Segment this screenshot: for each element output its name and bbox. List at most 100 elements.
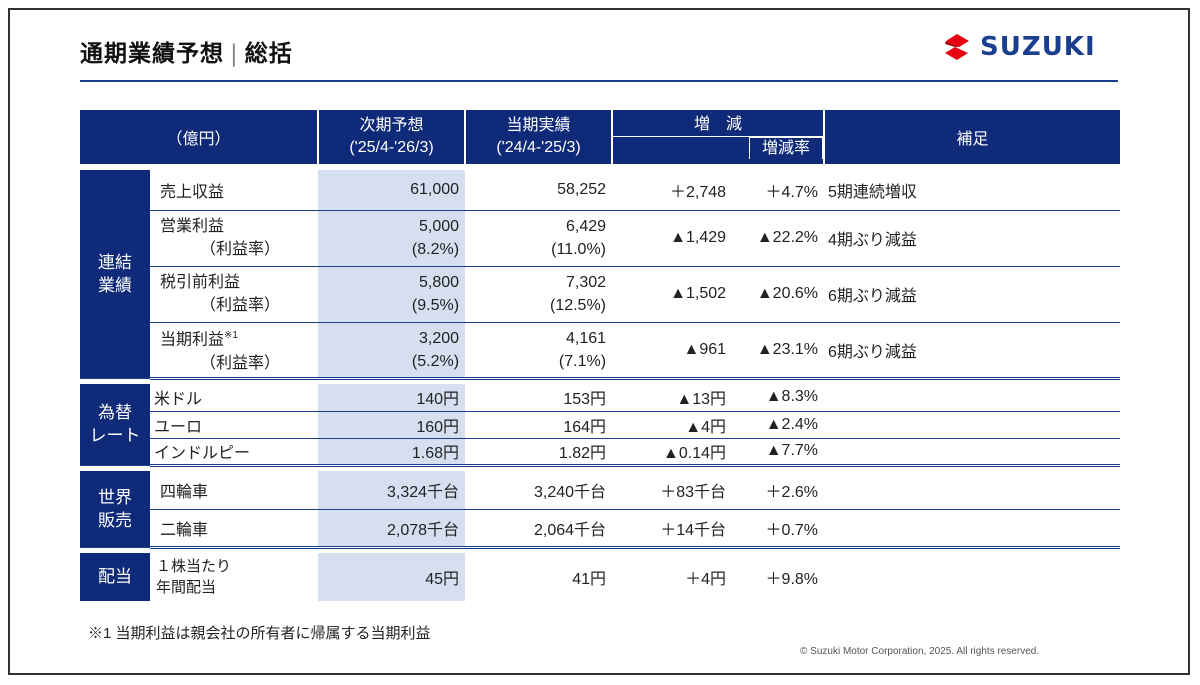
- item-label: 二輪車: [150, 509, 319, 549]
- title-underline: [80, 80, 1118, 82]
- note-text: [824, 553, 1120, 601]
- change-rate-value: ＋4.7%: [732, 170, 825, 211]
- row-fx-inr: インドルピー 1.68円 1.82円 ▲0.14円 ▲7.7%: [80, 438, 1121, 467]
- group-fx: 為替 レート: [80, 384, 150, 466]
- actual-amount: 6,429: [565, 218, 607, 235]
- actual-value: 2,064千台: [465, 509, 613, 549]
- row-dividend: 配当 １株当たり 年間配当 45円 41円 ＋4円 ＋9.8%: [80, 553, 1120, 601]
- change-rate-value: ▲22.2%: [732, 210, 825, 267]
- footnote: ※1 当期利益は親会社の所有者に帰属する当期利益: [88, 625, 431, 642]
- change-rate-value: ▲23.1%: [732, 322, 825, 380]
- change-value: ▲961: [612, 322, 733, 380]
- forecast-value: 61,000: [318, 170, 466, 211]
- item-label: ユーロ: [150, 411, 319, 439]
- forecast-value: 1.68円: [318, 438, 466, 467]
- actual-value: 153円: [465, 384, 613, 412]
- header-forecast-line2: ('25/4-'26/3): [349, 139, 434, 156]
- change-rate-value: ▲7.7%: [732, 438, 825, 467]
- group-dividend: 配当: [80, 553, 150, 601]
- row-sales-motorcycle: 二輪車 2,078千台 2,064千台 ＋14千台 ＋0.7%: [80, 509, 1121, 549]
- group-sales: 世界 販売: [80, 471, 150, 548]
- header-change: 増 減 増減率: [612, 110, 826, 164]
- header-forecast-line1: 次期予想: [359, 117, 424, 134]
- forecast-value: 5,800 (9.5%): [318, 266, 466, 323]
- change-rate-value: ＋9.8%: [765, 571, 819, 588]
- actual-margin: (7.1%): [558, 352, 607, 370]
- forecast-margin: (5.2%): [411, 352, 460, 370]
- header-notes: 補足: [824, 110, 1121, 164]
- note-text: 5期連続増収: [824, 170, 1121, 211]
- forecast-margin: (8.2%): [411, 241, 460, 258]
- change-rate-value: ＋2.6%: [732, 471, 825, 510]
- header-unit: （億円）: [80, 110, 320, 164]
- note-text: 4期ぶり減益: [824, 210, 1121, 267]
- forecast-value: 3,200 (5.2%): [318, 322, 466, 380]
- forecast-value: 45円: [318, 553, 466, 601]
- actual-value: 41円: [572, 571, 607, 588]
- header-change-rate: 増減率: [749, 137, 824, 159]
- group-sales-line2: 販売: [98, 510, 132, 530]
- group-consolidated: 連結 業績: [80, 170, 150, 379]
- actual-amount: 4,161: [565, 329, 607, 347]
- forecast-value: 160円: [318, 411, 466, 439]
- note-text: [824, 509, 1121, 549]
- forecast-value: 5,000 (8.2%): [318, 210, 466, 267]
- change-value: ▲1,429: [612, 210, 733, 267]
- row-sales-automobile: 世界 販売 四輪車 3,324千台 3,240千台 ＋83千台 ＋2.6%: [80, 471, 1121, 548]
- note-text: 6期ぶり減益: [824, 266, 1121, 323]
- item-name-line1: １株当たり: [156, 558, 232, 575]
- row-net-profit: 当期利益※1 （利益率） 3,200 (5.2%) 4,161 (7.1%) ▲…: [80, 322, 1121, 380]
- group-fx-line1: 為替: [98, 403, 132, 423]
- brand-name: SUZUKI: [980, 32, 1096, 62]
- forecast-amount: 3,200: [418, 329, 460, 347]
- actual-value: 1.82円: [465, 438, 613, 467]
- group-consolidated-line2: 業績: [98, 275, 132, 295]
- item-name: 営業利益: [160, 218, 225, 235]
- item-label: 税引前利益 （利益率）: [150, 266, 319, 323]
- forecast-value: 2,078千台: [318, 509, 466, 549]
- title-sub: 総括: [244, 41, 293, 67]
- change-value: ▲1,502: [612, 266, 733, 323]
- item-name-line2: 年間配当: [156, 579, 217, 596]
- forecast-amount: 5,800: [418, 274, 460, 291]
- row-pretax-profit: 税引前利益 （利益率） 5,800 (9.5%) 7,302 (12.5%) ▲…: [80, 266, 1121, 323]
- actual-value: 7,302 (12.5%): [465, 266, 613, 323]
- change-value: ＋4円: [685, 571, 727, 588]
- group-fx-line2: レート: [89, 426, 141, 446]
- row-fx-eur: ユーロ 160円 164円 ▲4円 ▲2.4%: [80, 411, 1121, 439]
- title-main: 通期業績予想: [80, 41, 224, 67]
- forecast-summary-table: （億円） 次期予想 ('25/4-'26/3) 当期実績 ('24/4-'25/…: [80, 110, 1121, 601]
- forecast-margin: (9.5%): [411, 297, 460, 314]
- change-value: ▲13円: [612, 384, 733, 412]
- change-value: ▲4円: [612, 411, 733, 439]
- row-operating-profit: 営業利益 （利益率） 5,000 (8.2%) 6,429 (11.0%) ▲1…: [80, 210, 1121, 267]
- actual-value: 3,240千台: [465, 471, 613, 510]
- group-sales-line1: 世界: [98, 487, 132, 507]
- note-text: 6期ぶり減益: [824, 322, 1121, 380]
- item-label: 営業利益 （利益率）: [150, 210, 319, 267]
- item-label: 売上収益: [150, 170, 319, 211]
- header-actual: 当期実績 ('24/4-'25/3): [465, 110, 614, 164]
- header-row: （億円） 次期予想 ('25/4-'26/3) 当期実績 ('24/4-'25/…: [80, 110, 1121, 164]
- actual-value: 164円: [465, 411, 613, 439]
- change-value: ＋83千台: [612, 471, 733, 510]
- actual-value: 4,161 (7.1%): [465, 322, 613, 380]
- actual-value: 58,252: [465, 170, 613, 211]
- change-value: ＋2,748: [612, 170, 733, 211]
- change-rate-value: ＋0.7%: [732, 509, 825, 549]
- slide-frame: [8, 8, 1190, 675]
- change-rate-value: ▲8.3%: [732, 384, 825, 412]
- change-value: ＋14千台: [612, 509, 733, 549]
- suzuki-logo: SUZUKI: [942, 32, 1096, 62]
- title-divider: |: [230, 41, 239, 67]
- header-actual-line1: 当期実績: [506, 117, 571, 134]
- forecast-amount: 5,000: [418, 218, 460, 235]
- page-title: 通期業績予想 | 総括: [80, 34, 293, 68]
- row-revenue: 連結 業績 売上収益 61,000 58,252 ＋2,748 ＋4.7% 5期…: [80, 170, 1121, 379]
- note-text: [824, 438, 1121, 467]
- item-name: 当期利益: [160, 331, 225, 349]
- actual-margin: (12.5%): [549, 297, 607, 314]
- footnote-mark: ※1: [224, 330, 238, 342]
- change-value: ▲0.14円: [612, 438, 733, 467]
- note-text: [824, 411, 1121, 439]
